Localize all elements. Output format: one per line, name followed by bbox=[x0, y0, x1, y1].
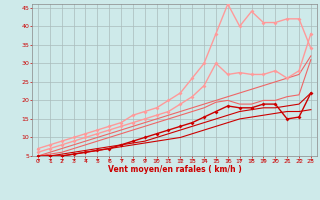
X-axis label: Vent moyen/en rafales ( km/h ): Vent moyen/en rafales ( km/h ) bbox=[108, 165, 241, 174]
